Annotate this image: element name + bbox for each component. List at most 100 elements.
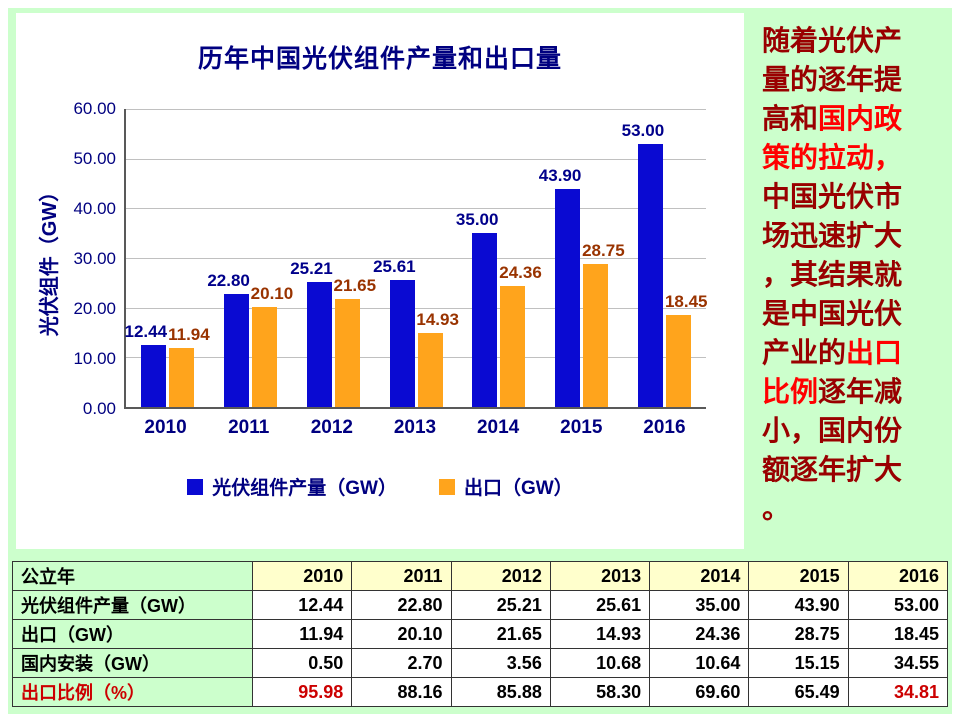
table-value-cell: 34.81 (847, 677, 949, 707)
side-text-highlight: 出口 (846, 337, 903, 368)
table-header-row: 公立年 2010 2011 2012 2013 2014 2015 2016 (12, 561, 949, 591)
side-text-line: 是中国光伏 (762, 294, 950, 333)
table-value-cell: 35.00 (649, 590, 750, 620)
y-tick-label: 20.00 (73, 299, 116, 318)
table-year-cell: 2013 (549, 561, 651, 591)
side-text-highlight: 策的拉动， (762, 142, 903, 173)
table-value-cell: 21.65 (450, 619, 551, 649)
gridline (126, 357, 706, 359)
legend-label: 出口（GW） (464, 478, 573, 499)
bar-export-2015: 28.75 (582, 241, 625, 407)
x-axis-label-2010: 2010 (144, 417, 187, 438)
table-value-cell: 65.49 (748, 677, 849, 707)
x-axis-label-2014: 2014 (476, 417, 520, 438)
table-value-cell: 14.93 (549, 619, 651, 649)
y-tick-label: 40.00 (73, 199, 116, 218)
bar-production-2015: 43.90 (539, 166, 581, 407)
bar-production-2013: 25.61 (373, 257, 416, 407)
bar-production-2014: 35.00 (456, 210, 498, 407)
legend-swatch-production (187, 478, 204, 495)
side-text-segment: 小，国内份 (762, 415, 903, 446)
table-value-cell: 25.21 (450, 590, 551, 620)
table-year-cell: 2016 (847, 561, 949, 591)
table-value-cell: 20.10 (351, 619, 452, 649)
table-row: 出口（GW） 11.94 20.10 21.65 14.93 24.36 28.75 18.4… (12, 619, 949, 649)
side-text-segment: 产业的 (762, 337, 847, 368)
data-table: 公立年 2010 2011 2012 2013 2014 2015 2016 光伏组件产量（GW… (12, 561, 949, 707)
side-text: 随着光伏产量的逐年提高和国内政策的拉动， 中国光伏市场迅速扩大 ，其结果就 是中国光伏… (754, 13, 950, 528)
side-text-line: 。 (762, 489, 950, 528)
table-value-cell: 69.60 (649, 677, 750, 707)
y-tick-label: 30.00 (73, 249, 116, 268)
side-text-line: 产业的出口 (762, 333, 950, 372)
y-tick-label: 60.00 (73, 99, 116, 118)
side-text-line: 高和国内政 (762, 99, 950, 138)
side-text-segment: 场迅速扩大 (762, 220, 903, 251)
bar-production-2011: 22.80 (207, 271, 250, 407)
bar-value-label: 20.10 (250, 284, 294, 304)
y-tick-label: 50.00 (73, 149, 116, 168)
bar-value-label: 43.90 (538, 165, 582, 185)
gridline (126, 208, 706, 210)
bar-value-label: 14.93 (416, 309, 459, 329)
bar-group-2011: 22.80 20.10 (207, 109, 294, 407)
table-value-cell: 2.70 (351, 648, 452, 678)
bar-value-label: 24.36 (499, 263, 542, 283)
table-value-cell: 12.44 (251, 590, 353, 620)
side-text-segment: 额逐年扩大 (762, 454, 903, 485)
gridline (126, 109, 706, 110)
table-year-cell: 2012 (450, 561, 551, 591)
bar-value-label: 18.45 (664, 292, 708, 312)
bar-group-2014: 35.00 24.36 (456, 109, 542, 407)
table-panel: 公立年 2010 2011 2012 2013 2014 2015 2016 光伏组件产量（GW… (12, 561, 949, 707)
side-text-highlight: 国内政 (818, 103, 903, 134)
table-value-cell: 85.88 (450, 677, 551, 707)
table-year-cell: 2010 (251, 561, 353, 591)
table-value-cell: 10.68 (549, 648, 651, 678)
side-text-segment: 。 (762, 493, 791, 524)
bar-group-2015: 43.90 28.75 (539, 109, 625, 407)
side-text-segment: 逐年减 (818, 376, 903, 407)
table-row-label: 出口（GW） (12, 619, 253, 649)
table-header-label: 公立年 (12, 561, 253, 591)
plot-area: 12.44 11.94 22.80 20.10 25.21 21.65 25.61 14.93… (124, 109, 708, 409)
table-value-cell: 18.45 (847, 619, 949, 649)
x-axis-label-2015: 2015 (560, 417, 603, 438)
x-axis-label-2012: 2012 (310, 417, 353, 438)
side-text-segment: 随着光伏产 (762, 25, 903, 56)
table-year-cell: 2011 (351, 561, 452, 591)
bar-group-2016: 53.00 18.45 (622, 109, 708, 407)
side-text-highlight: 比例 (762, 376, 819, 407)
bar-production-2010: 12.44 (124, 322, 167, 407)
table-value-cell: 10.64 (649, 648, 750, 678)
bar-production-2012: 25.21 (290, 259, 333, 407)
side-text-line: 额逐年扩大 (762, 450, 950, 489)
bar-export-2010: 11.94 (168, 325, 210, 407)
bar-value-label: 53.00 (621, 120, 665, 140)
side-text-segment: 高和 (762, 103, 819, 134)
gridline (126, 307, 706, 309)
table-value-cell: 24.36 (649, 619, 750, 649)
gridline (126, 158, 706, 160)
side-panel: 随着光伏产量的逐年提高和国内政策的拉动， 中国光伏市场迅速扩大 ，其结果就 是中国光伏… (754, 13, 950, 549)
table-year-cell: 2015 (748, 561, 849, 591)
side-text-segment: 量的逐年提 (762, 64, 903, 95)
table-year-cell: 2014 (649, 561, 750, 591)
chart-panel: 历年中国光伏组件产量和出口量 光伏组件（GW） 0.00 10.00 20.00 30… (16, 13, 744, 549)
table-value-cell: 58.30 (549, 677, 651, 707)
side-text-segment: 中国光伏市 (762, 181, 903, 212)
bar-group-2013: 25.61 14.93 (373, 109, 459, 407)
side-text-line: 场迅速扩大 (762, 216, 950, 255)
table-value-cell: 3.56 (450, 648, 551, 678)
table-row: 国内安装（GW） 0.50 2.70 3.56 10.68 10.64 15.15 34.55 (12, 648, 949, 678)
bar-value-label: 22.80 (207, 270, 250, 290)
chart-title: 历年中国光伏组件产量和出口量 (197, 45, 562, 73)
table-value-cell: 95.98 (251, 677, 353, 707)
side-text-line: ，其结果就 (762, 255, 950, 294)
legend-item-export: 出口（GW） (439, 473, 573, 500)
side-text-line: 量的逐年提 (762, 60, 950, 99)
x-axis-label-2016: 2016 (643, 417, 686, 438)
bar-export-2014: 24.36 (499, 263, 542, 407)
bar-production-2016: 53.00 (622, 121, 664, 407)
